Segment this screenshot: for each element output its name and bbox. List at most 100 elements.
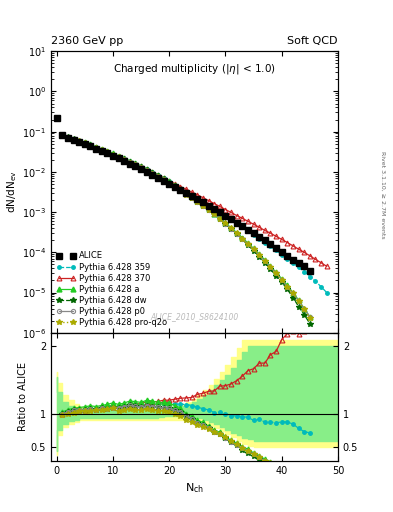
Y-axis label: Ratio to ALICE: Ratio to ALICE <box>18 362 28 431</box>
Pythia 6.428 359 <box>94 144 99 151</box>
ALICE <box>184 190 189 196</box>
Pythia 6.428 dw <box>144 167 149 173</box>
Pythia 6.428 359 <box>234 220 239 226</box>
Pythia 6.428 370 <box>139 163 143 169</box>
ALICE <box>161 178 166 184</box>
ALICE <box>302 263 307 269</box>
Pythia 6.428 pro-q2o <box>229 225 233 231</box>
Line: Pythia 6.428 pro-q2o: Pythia 6.428 pro-q2o <box>60 133 312 321</box>
ALICE <box>240 223 245 229</box>
Pythia 6.428 370 <box>257 224 262 230</box>
Pythia 6.428 dw <box>156 173 160 179</box>
Pythia 6.428 370 <box>71 136 76 142</box>
Pythia 6.428 dw <box>223 221 228 227</box>
Pythia 6.428 359 <box>324 289 329 295</box>
Pythia 6.428 a <box>66 134 70 140</box>
Pythia 6.428 370 <box>161 175 166 181</box>
Pythia 6.428 pro-q2o <box>302 306 307 312</box>
Pythia 6.428 dw <box>251 248 256 254</box>
Pythia 6.428 dw <box>122 156 127 162</box>
Pythia 6.428 359 <box>184 188 189 194</box>
Pythia 6.428 pro-q2o <box>178 188 183 194</box>
Pythia 6.428 a <box>290 289 295 295</box>
Pythia 6.428 p0 <box>60 132 65 138</box>
Pythia 6.428 dw <box>150 170 155 176</box>
Pythia 6.428 dw <box>268 266 273 272</box>
Pythia 6.428 a <box>234 229 239 236</box>
Pythia 6.428 359 <box>223 212 228 219</box>
Pythia 6.428 a <box>251 245 256 251</box>
Pythia 6.428 dw <box>285 286 290 292</box>
Pythia 6.428 p0 <box>133 161 138 167</box>
Pythia 6.428 pro-q2o <box>105 149 110 155</box>
Pythia 6.428 359 <box>139 163 143 169</box>
ALICE <box>139 165 143 172</box>
Pythia 6.428 359 <box>290 260 295 266</box>
Pythia 6.428 a <box>77 138 82 144</box>
Pythia 6.428 p0 <box>66 134 70 140</box>
Pythia 6.428 a <box>167 178 172 184</box>
ALICE <box>200 199 205 205</box>
Pythia 6.428 370 <box>99 146 104 153</box>
Pythia 6.428 a <box>212 210 217 217</box>
ALICE <box>268 241 273 247</box>
Pythia 6.428 359 <box>279 251 284 258</box>
ALICE <box>246 227 250 233</box>
Pythia 6.428 dw <box>195 199 200 205</box>
Pythia 6.428 359 <box>307 273 312 280</box>
Text: Charged multiplicity (|$\eta$| < 1.0): Charged multiplicity (|$\eta$| < 1.0) <box>113 62 276 76</box>
ALICE <box>110 153 115 159</box>
Pythia 6.428 dw <box>229 225 233 231</box>
Pythia 6.428 370 <box>302 249 307 255</box>
Pythia 6.428 p0 <box>71 136 76 142</box>
Pythia 6.428 dw <box>167 180 172 186</box>
Pythia 6.428 p0 <box>285 284 290 290</box>
Pythia 6.428 a <box>246 240 250 246</box>
Pythia 6.428 370 <box>88 142 93 148</box>
Pythia 6.428 p0 <box>229 225 233 231</box>
Pythia 6.428 dw <box>246 242 250 248</box>
Pythia 6.428 370 <box>263 227 267 233</box>
Pythia 6.428 370 <box>240 215 245 221</box>
Pythia 6.428 a <box>150 168 155 175</box>
Line: Pythia 6.428 dw: Pythia 6.428 dw <box>60 132 312 326</box>
Pythia 6.428 dw <box>127 159 132 165</box>
Pythia 6.428 pro-q2o <box>212 211 217 218</box>
ALICE <box>189 193 194 199</box>
ALICE <box>167 181 172 187</box>
Pythia 6.428 pro-q2o <box>150 170 155 177</box>
Pythia 6.428 a <box>279 276 284 282</box>
Pythia 6.428 a <box>88 141 93 147</box>
Pythia 6.428 370 <box>290 243 295 249</box>
ALICE <box>223 212 228 219</box>
Pythia 6.428 370 <box>200 195 205 201</box>
Pythia 6.428 370 <box>206 198 211 204</box>
ALICE <box>127 161 132 167</box>
Pythia 6.428 dw <box>173 183 177 189</box>
Pythia 6.428 370 <box>319 260 323 266</box>
Pythia 6.428 359 <box>246 228 250 234</box>
Pythia 6.428 p0 <box>99 146 104 153</box>
Pythia 6.428 dw <box>217 216 222 222</box>
Pythia 6.428 dw <box>279 279 284 285</box>
Pythia 6.428 pro-q2o <box>156 174 160 180</box>
Pythia 6.428 359 <box>178 185 183 191</box>
Line: Pythia 6.428 a: Pythia 6.428 a <box>60 132 312 319</box>
Pythia 6.428 p0 <box>189 195 194 201</box>
Pythia 6.428 370 <box>274 233 279 240</box>
Pythia 6.428 dw <box>263 260 267 266</box>
Pythia 6.428 p0 <box>240 236 245 242</box>
Pythia 6.428 a <box>302 306 307 312</box>
Pythia 6.428 a <box>285 283 290 289</box>
Pythia 6.428 370 <box>144 166 149 172</box>
Pythia 6.428 p0 <box>173 183 177 189</box>
ALICE <box>229 216 233 222</box>
Pythia 6.428 dw <box>71 136 76 142</box>
Pythia 6.428 370 <box>133 161 138 167</box>
Pythia 6.428 pro-q2o <box>161 177 166 183</box>
Pythia 6.428 pro-q2o <box>116 154 121 160</box>
Pythia 6.428 pro-q2o <box>279 276 284 283</box>
Pythia 6.428 p0 <box>212 211 217 218</box>
Pythia 6.428 370 <box>279 237 284 243</box>
Pythia 6.428 370 <box>212 201 217 207</box>
